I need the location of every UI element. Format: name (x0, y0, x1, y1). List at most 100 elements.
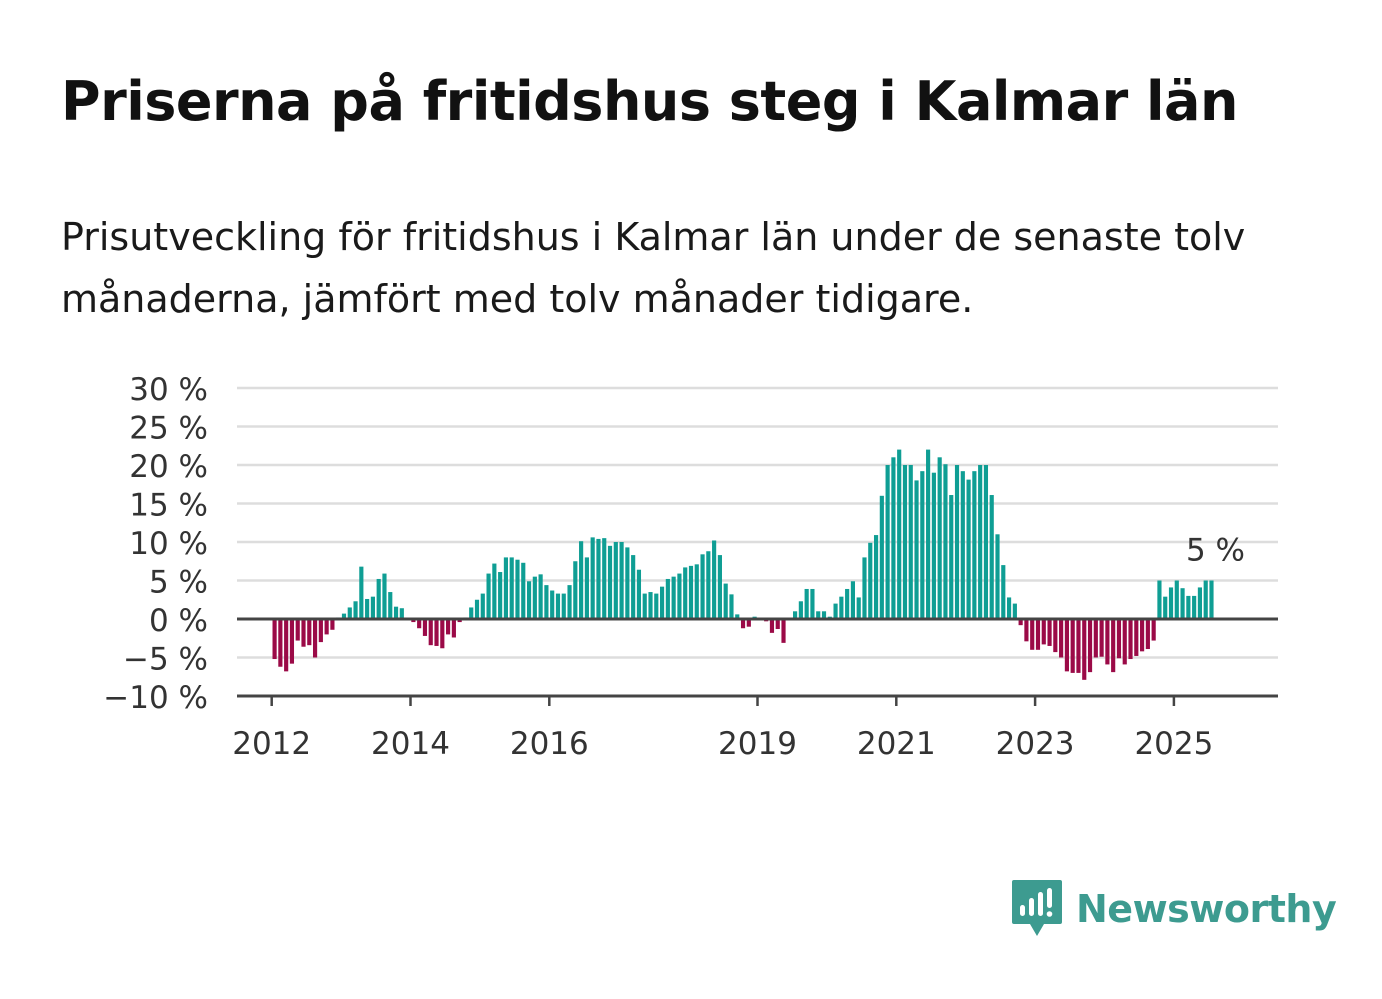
bar (706, 551, 711, 619)
bar (1209, 580, 1214, 619)
bar (1047, 619, 1052, 646)
bar (1059, 619, 1064, 658)
bar (740, 619, 746, 629)
bar (492, 563, 497, 619)
y-tick-label: 5 % (149, 565, 208, 601)
bar (972, 471, 977, 619)
bar (278, 619, 283, 667)
y-tick-label: 15 % (129, 488, 208, 524)
bar (833, 603, 838, 619)
bar (289, 619, 295, 664)
bar (1093, 619, 1098, 658)
bar (544, 585, 549, 619)
bar (746, 619, 751, 627)
bar (341, 613, 347, 619)
bar (312, 619, 318, 658)
y-tick-label: 10 % (129, 526, 208, 562)
bar (399, 608, 404, 619)
bar (1070, 619, 1075, 673)
bar (978, 465, 983, 619)
bar (353, 601, 358, 619)
bar (885, 465, 890, 619)
bar (804, 588, 809, 619)
bar (1140, 619, 1145, 652)
bar (474, 599, 480, 619)
y-tick-label: −5 % (123, 642, 208, 678)
bar (729, 594, 734, 619)
bar (688, 565, 694, 619)
bar (370, 596, 375, 619)
chart-title: Priserna på fritidshus steg i Kalmar län (61, 70, 1238, 133)
bar (1099, 619, 1104, 657)
bar (793, 611, 798, 619)
bar (989, 495, 994, 619)
bar (943, 464, 948, 619)
bar (440, 619, 445, 649)
bar (1105, 619, 1110, 665)
bar (1151, 619, 1156, 641)
bar (908, 465, 913, 619)
bar (1024, 619, 1029, 642)
bar (642, 593, 647, 619)
bar (694, 564, 699, 619)
bar (735, 614, 740, 619)
bar (1001, 565, 1006, 619)
bar (821, 611, 827, 619)
bar (1116, 619, 1122, 659)
bar (995, 534, 1000, 619)
bar (1076, 619, 1081, 673)
bar (648, 592, 653, 619)
bar (607, 545, 613, 619)
bar (926, 449, 931, 619)
bar (382, 573, 387, 619)
bar (590, 537, 595, 619)
bar (1174, 580, 1179, 619)
bar (1006, 597, 1012, 619)
bar (307, 619, 312, 646)
bar (1082, 619, 1087, 680)
bar (596, 538, 601, 619)
last-value-label: 5 % (1186, 533, 1245, 569)
bar (868, 542, 873, 619)
bar (388, 592, 393, 619)
y-tick-label: −10 % (103, 680, 208, 716)
x-tick-label: 2014 (371, 726, 450, 762)
bar (446, 619, 451, 635)
bar (879, 495, 884, 619)
bar (850, 581, 855, 619)
bar (515, 559, 520, 619)
bar (284, 619, 289, 672)
bar (422, 619, 428, 636)
bar (1180, 588, 1185, 619)
bar (873, 535, 879, 619)
bar (359, 566, 364, 619)
bar (1134, 619, 1139, 656)
bar (1122, 619, 1127, 665)
brand-name: Newsworthy (1076, 887, 1337, 931)
bar (931, 472, 936, 619)
y-tick-label: 20 % (129, 449, 208, 485)
bar (717, 555, 722, 619)
bar (550, 590, 555, 619)
x-tick-label: 2012 (232, 726, 311, 762)
y-tick-label: 30 % (129, 372, 208, 408)
bar (920, 471, 925, 619)
bar (295, 619, 300, 641)
bar (457, 619, 462, 623)
bar (376, 578, 381, 619)
bar (324, 619, 329, 635)
tick-labels: −10 %−5 %0 %5 %10 %15 %20 %25 %30 %2012 2… (103, 372, 1245, 762)
bar (902, 465, 908, 619)
bar (584, 557, 589, 619)
bar (318, 619, 323, 643)
bar (897, 449, 902, 619)
bar (845, 588, 850, 619)
bar (521, 562, 526, 619)
bar (538, 574, 543, 619)
bar (1064, 619, 1069, 672)
bars (272, 449, 1214, 680)
bar (411, 619, 416, 623)
bar (1087, 619, 1093, 673)
bar (417, 619, 422, 629)
